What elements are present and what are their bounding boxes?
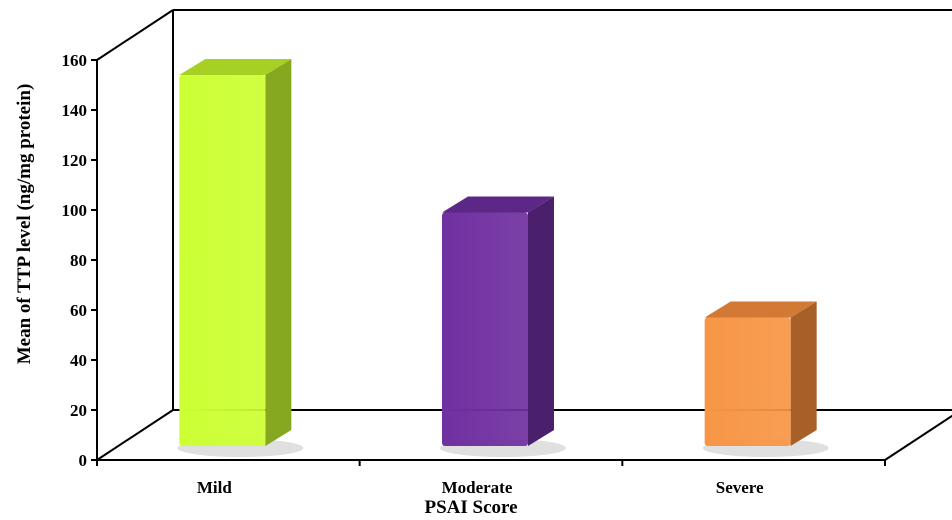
bar-front-face — [704, 317, 791, 446]
y-axis: 0 20 40 60 80 100 120 140 160 — [62, 51, 97, 470]
chart-frame — [96, 9, 952, 461]
category-label-severe: Severe — [716, 478, 764, 497]
bar-side-face — [528, 196, 554, 446]
y-tick-label: 0 — [79, 451, 88, 470]
category-label-mild: Mild — [197, 478, 232, 497]
left-wall-top-edge — [96, 9, 174, 61]
bar-top-face — [179, 59, 292, 75]
y-tick-label: 80 — [70, 251, 87, 270]
bar-top-face — [704, 301, 817, 318]
bar-side-face — [265, 59, 292, 446]
floor-right-edge — [884, 414, 952, 461]
y-tick-label: 100 — [62, 201, 88, 220]
y-tick-label: 120 — [62, 151, 88, 170]
category-label-moderate: Moderate — [442, 478, 513, 497]
y-tick-label: 40 — [70, 351, 87, 370]
floor-left-edge — [96, 409, 174, 461]
x-axis — [96, 460, 886, 466]
y-tick-label: 160 — [62, 51, 88, 70]
bar-side-face — [790, 301, 817, 446]
bars — [177, 59, 829, 457]
bar-moderate — [440, 196, 566, 457]
bar-front-face — [442, 212, 528, 446]
y-tick-label: 60 — [70, 301, 87, 320]
x-axis-title: PSAI Score — [424, 497, 517, 518]
category-labels: Mild Moderate Severe — [197, 478, 764, 497]
y-tick-label: 20 — [70, 401, 87, 420]
y-axis-title: Mean of TTP level (ng/mg protein) — [14, 84, 35, 365]
bar-front-face — [179, 75, 266, 446]
bar-top-face — [442, 196, 554, 213]
y-tick-label: 140 — [62, 101, 88, 120]
bar-mild — [177, 59, 304, 457]
bar-severe — [702, 301, 829, 457]
